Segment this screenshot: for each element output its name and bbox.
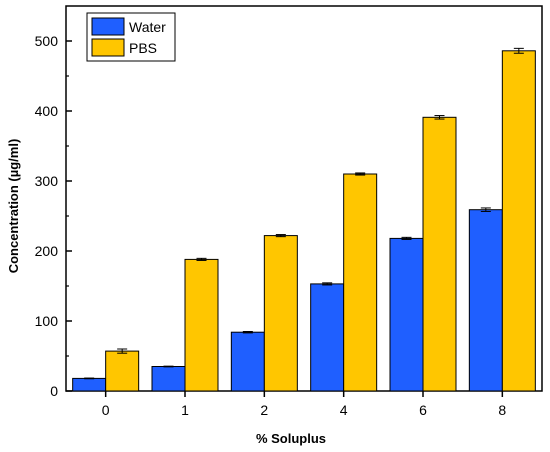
y-tick-label: 300 <box>35 173 59 189</box>
legend: Water PBS <box>86 12 176 62</box>
legend-label-water: Water <box>129 19 166 35</box>
bar-pbs <box>422 116 457 392</box>
y-tick-label: 500 <box>35 33 59 49</box>
bar-pbs <box>263 235 298 392</box>
y-tick-label: 200 <box>35 243 59 259</box>
y-axis-title: Concentration (µg/ml) <box>6 139 21 274</box>
y-tick-label: 100 <box>35 313 59 329</box>
bar-water <box>72 377 107 392</box>
bar-water <box>310 283 345 392</box>
bar-pbs <box>184 258 219 392</box>
plot-frame <box>65 5 543 392</box>
x-axis-title: % Soluplus <box>256 431 326 446</box>
x-tick-label: 8 <box>498 402 506 418</box>
bar-water <box>230 331 265 392</box>
legend-label-pbs: PBS <box>129 40 157 56</box>
legend-swatch-water <box>91 17 125 36</box>
bar-pbs <box>343 173 378 392</box>
y-tick-label: 400 <box>35 103 59 119</box>
x-tick-label: 1 <box>181 402 189 418</box>
bar-pbs <box>105 350 140 392</box>
x-tick-label: 2 <box>260 402 268 418</box>
bar-water <box>151 366 186 392</box>
x-tick-label: 6 <box>419 402 427 418</box>
legend-swatch-pbs <box>91 38 125 57</box>
bar-pbs <box>501 50 536 392</box>
x-tick-label: 4 <box>340 402 348 418</box>
x-tick-label: 0 <box>102 402 110 418</box>
y-tick-label: 0 <box>50 383 58 399</box>
bar-water <box>468 209 503 392</box>
bar-water <box>389 237 424 392</box>
